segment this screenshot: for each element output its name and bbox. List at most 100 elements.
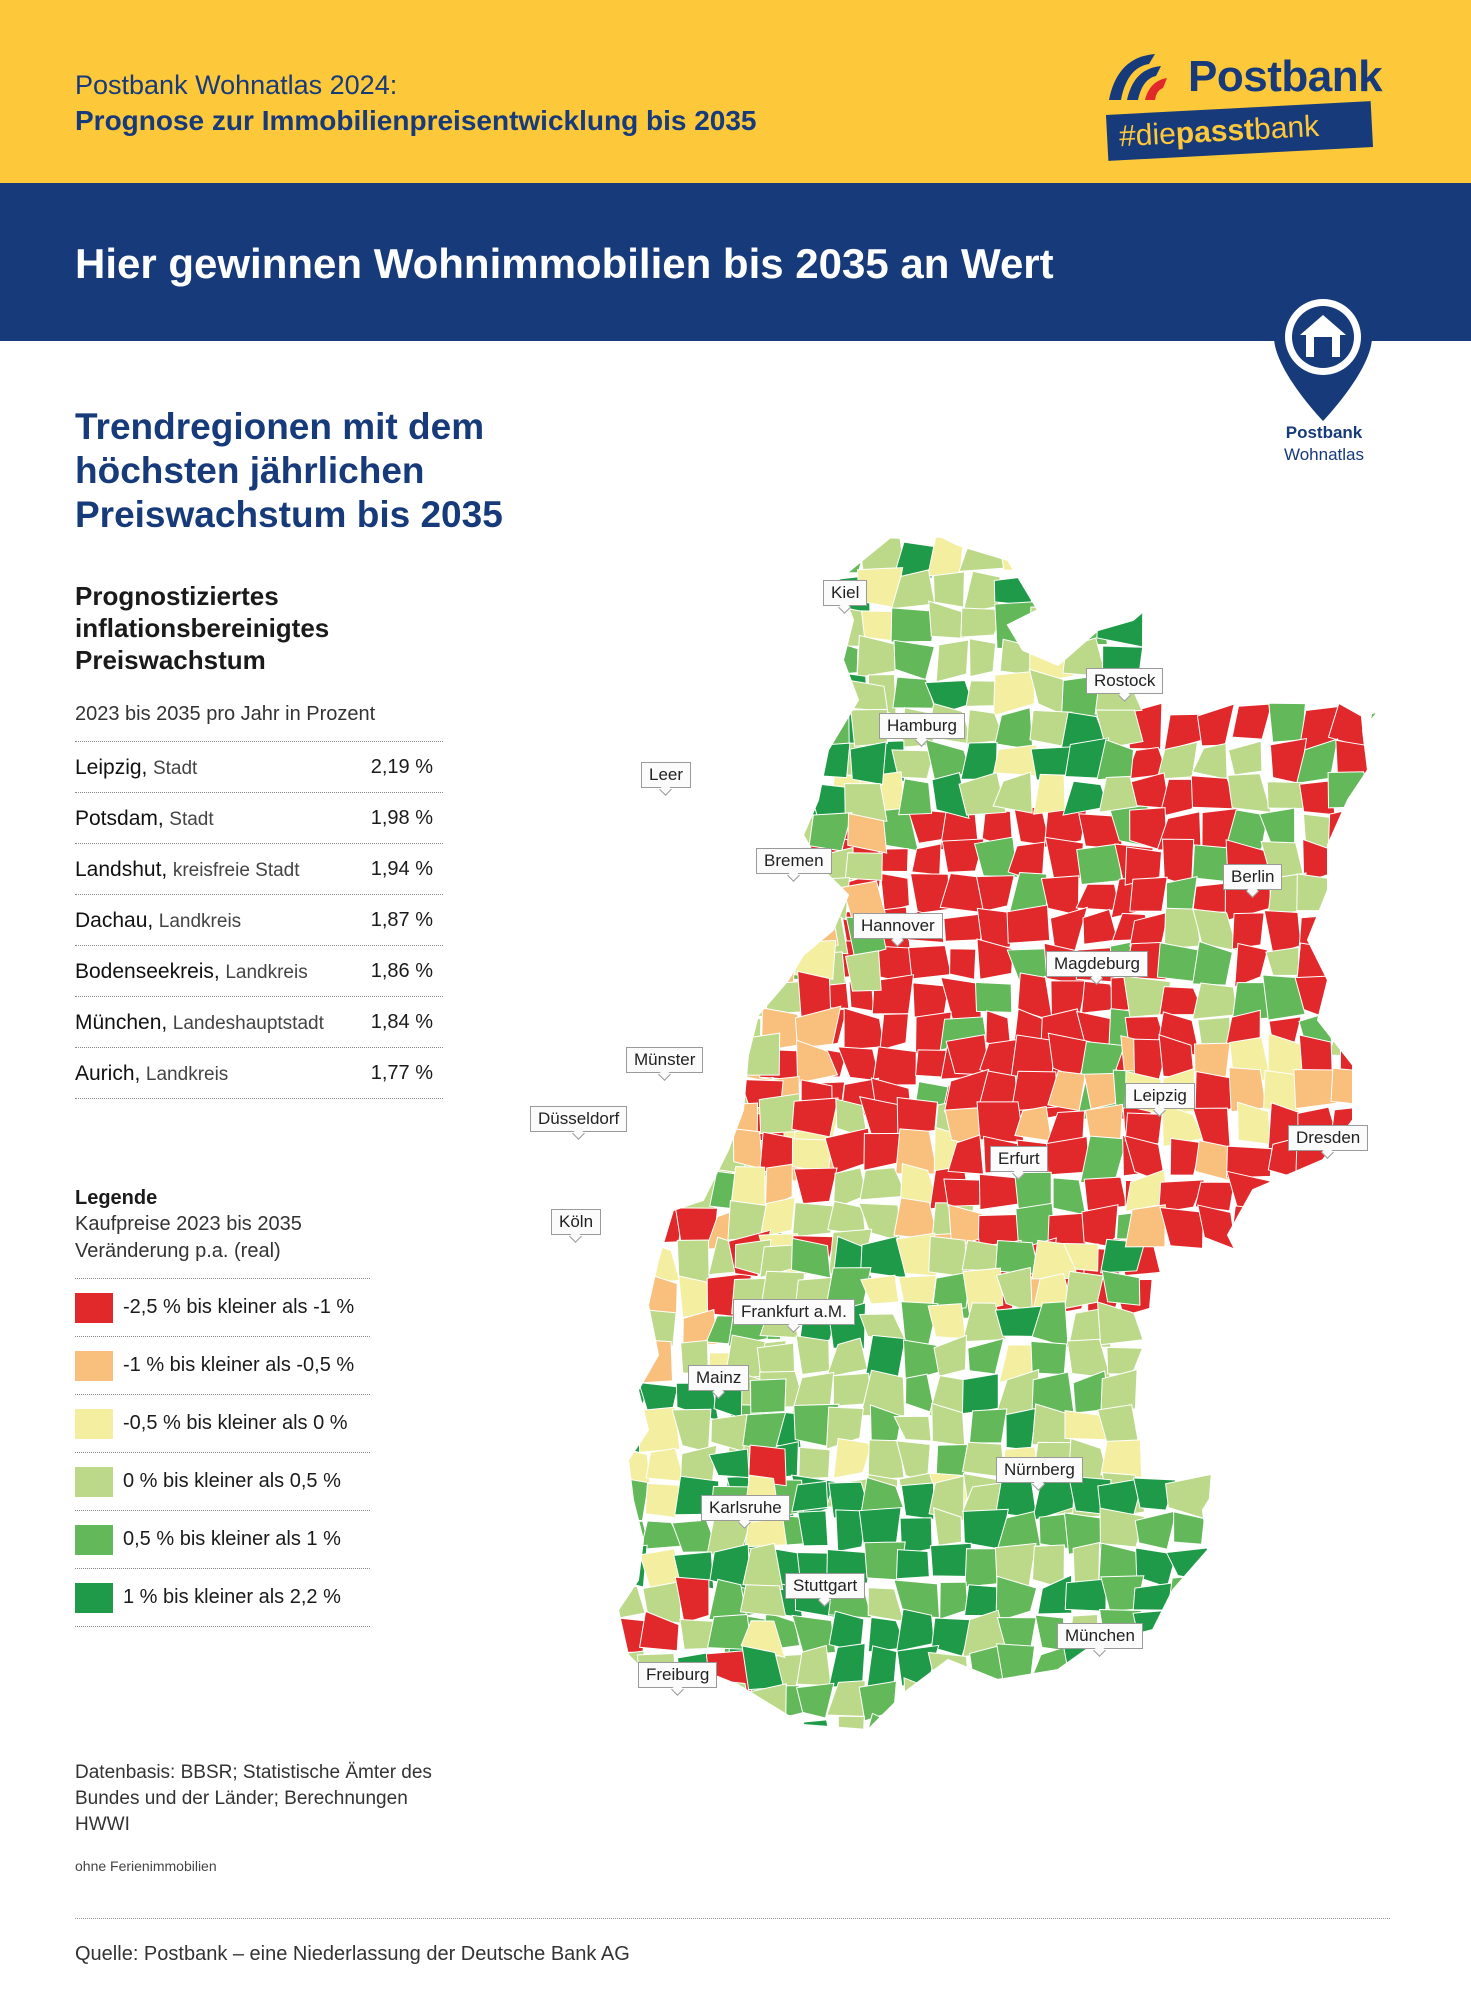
- map-region: [618, 1713, 651, 1730]
- legend-item: -2,5 % bis kleiner als -1 %: [75, 1279, 370, 1337]
- map-region: [900, 1482, 935, 1520]
- map-region: [1363, 1212, 1388, 1251]
- map-region: [996, 1643, 1036, 1690]
- map-region: [708, 677, 753, 722]
- map-region: [692, 902, 729, 947]
- city-label-magdeburg: Magdeburg: [1046, 951, 1149, 977]
- map-region: [1265, 946, 1300, 976]
- map-region: [1124, 846, 1163, 886]
- map-region: [738, 674, 779, 712]
- map-region: [1369, 804, 1388, 848]
- map-region: [860, 1476, 904, 1514]
- postbank-wings-icon: [1109, 54, 1167, 100]
- map-region: [1083, 1176, 1128, 1212]
- map-region: [705, 741, 753, 783]
- map-region: [793, 1167, 838, 1205]
- map-region: [1139, 1687, 1178, 1716]
- map-region: [933, 1677, 973, 1718]
- map-region: [1192, 1107, 1231, 1148]
- germany-outline: [616, 523, 1390, 1732]
- map-region: [637, 886, 682, 925]
- map-region: [674, 1576, 710, 1624]
- ranking-row: Potsdam, Stadt 1,98 %: [75, 793, 443, 844]
- map-region: [933, 1334, 967, 1377]
- city-label-hannover: Hannover: [853, 913, 943, 939]
- map-region: [1234, 942, 1269, 988]
- map-region: [618, 848, 650, 883]
- map-region: [973, 836, 1019, 878]
- map-region: [1049, 906, 1088, 952]
- map-region: [958, 538, 1006, 572]
- map-region: [1101, 1270, 1141, 1306]
- map-region: [997, 534, 1041, 571]
- map-region: [1191, 742, 1228, 780]
- map-region: [1064, 534, 1102, 579]
- ranking-row: Leipzig, Stadt 2,19 %: [75, 742, 443, 793]
- map-region: [706, 774, 752, 823]
- map-region: [618, 948, 644, 986]
- map-region: [1364, 707, 1388, 749]
- map-region: [795, 1682, 835, 1719]
- map-region: [1098, 570, 1141, 609]
- legend-item: 1 % bis kleiner als 2,2 %: [75, 1569, 370, 1627]
- map-region: [1100, 1713, 1143, 1730]
- map-region: [622, 1077, 661, 1118]
- map-region: [747, 1444, 787, 1487]
- map-region: [856, 634, 904, 678]
- map-region: [894, 1715, 941, 1730]
- map-region: [618, 1245, 645, 1284]
- map-region: [791, 1097, 839, 1138]
- map-region: [738, 744, 786, 785]
- map-region: [632, 939, 670, 981]
- map-region: [1302, 1172, 1337, 1214]
- map-region: [672, 914, 720, 957]
- map-region: [738, 883, 785, 922]
- map-region: [759, 1196, 796, 1238]
- map-region: [705, 946, 751, 983]
- map-region: [639, 710, 683, 751]
- city-label-dresden: Dresden: [1288, 1125, 1369, 1151]
- map-region: [1226, 1170, 1272, 1212]
- map-region: [723, 1714, 758, 1730]
- wohnatlas-label-1: Postbank: [1285, 423, 1363, 442]
- map-region: [711, 1679, 753, 1724]
- map-region: [995, 1575, 1038, 1623]
- map-region: [742, 913, 782, 956]
- legend-title: Legende: [75, 1187, 158, 1209]
- headline-bar: [0, 183, 1471, 341]
- map-region: [646, 812, 683, 849]
- city-label-mainz: Mainz: [688, 1365, 750, 1391]
- map-region: [1226, 1145, 1273, 1179]
- footer-divider: [75, 1918, 1390, 1919]
- city-label-berlin: Berlin: [1223, 864, 1283, 890]
- map-region: [1028, 568, 1072, 609]
- map-region: [961, 1302, 1007, 1343]
- map-region: [644, 1482, 683, 1519]
- map-region: [776, 883, 820, 914]
- map-region: [796, 1644, 832, 1687]
- map-region: [858, 1680, 897, 1722]
- map-region: [1158, 1179, 1206, 1214]
- section-subtitle: Prognostiziertes inflationsbereinigtes P…: [75, 581, 330, 675]
- map-region: [909, 873, 950, 914]
- map-region: [1263, 1179, 1305, 1216]
- map-region: [849, 741, 887, 786]
- map-region: [867, 1439, 905, 1481]
- legend: -2,5 % bis kleiner als -1 % -1 % bis kle…: [75, 1278, 370, 1627]
- map-region: [739, 1584, 787, 1618]
- map-region: [739, 1032, 781, 1076]
- map-region: [933, 571, 965, 608]
- map-region: [1098, 775, 1138, 813]
- city-label-duesseldorf: Düsseldorf: [530, 1106, 628, 1132]
- map-region: [661, 1010, 702, 1052]
- map-region: [679, 1618, 718, 1650]
- map-region: [879, 872, 910, 913]
- map-region: [976, 938, 1014, 980]
- map-region: [618, 1338, 652, 1378]
- map-region: [1052, 1177, 1087, 1216]
- legend-swatch: [75, 1467, 113, 1497]
- city-label-rostock: Rostock: [1086, 668, 1164, 694]
- map-region: [1363, 846, 1388, 881]
- map-region: [1133, 1712, 1180, 1730]
- map-region: [1366, 881, 1388, 914]
